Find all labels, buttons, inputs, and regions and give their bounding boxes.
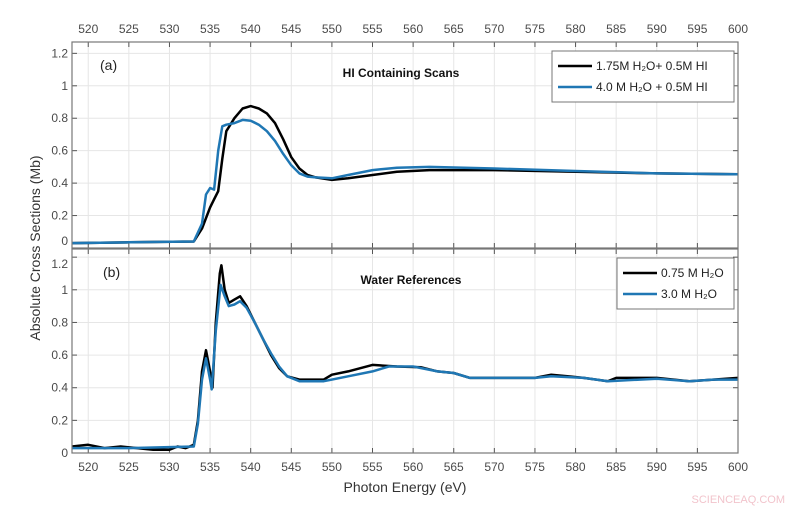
x-tick-label: 600 xyxy=(728,460,748,474)
axes-frame xyxy=(71,248,739,454)
y-axis-label: Absolute Cross Sections (Mb) xyxy=(27,155,43,340)
x-tick-label: 580 xyxy=(566,460,586,474)
panel-label: (a) xyxy=(100,57,117,73)
y-tick-label: 1 xyxy=(61,79,68,93)
top-x-tick-label: 550 xyxy=(322,22,342,36)
top-x-tick-label: 585 xyxy=(606,22,626,36)
panel-a: 0 0.2 0.4 0.6 0.8 1 1.2 (a) HI Containing Scans 1… xyxy=(51,41,739,249)
top-x-tick-label: 565 xyxy=(444,22,464,36)
top-x-tick-label: 590 xyxy=(647,22,667,36)
top-x-tick-label: 540 xyxy=(241,22,261,36)
y-tick-label: 0.8 xyxy=(51,315,68,329)
x-tick-label: 555 xyxy=(362,460,382,474)
y-tick-label: 0.4 xyxy=(51,176,68,190)
y-tick-label: 0.2 xyxy=(51,209,68,223)
legend-label: 1.75M H₂O+ 0.5M HI xyxy=(596,59,708,73)
x-tick-label: 540 xyxy=(241,460,261,474)
x-tick-label: 565 xyxy=(444,460,464,474)
top-x-tick-label: 560 xyxy=(403,22,423,36)
x-tick-label: 525 xyxy=(119,460,139,474)
series-line-0 xyxy=(71,104,739,245)
panel-title: Water References xyxy=(361,273,462,287)
panel-label: (b) xyxy=(103,264,120,280)
legend-box xyxy=(616,257,735,310)
y-tick-label: 1.2 xyxy=(51,257,68,271)
x-axis-label: Photon Energy (eV) xyxy=(344,479,467,495)
axes-frame xyxy=(71,41,739,249)
x-tick-label: 560 xyxy=(403,460,423,474)
top-x-tick-label: 580 xyxy=(566,22,586,36)
top-x-tick-label: 525 xyxy=(119,22,139,36)
y-tick-label: 0.6 xyxy=(51,144,68,158)
top-x-tick-label: 520 xyxy=(78,22,98,36)
legend-label: 3.0 M H₂O xyxy=(661,287,717,301)
y-tick-label: 0.2 xyxy=(51,413,68,427)
x-tick-label: 585 xyxy=(606,460,626,474)
top-x-tick-label: 595 xyxy=(687,22,707,36)
legend: 1.75M H₂O+ 0.5M HI 4.0 M H₂O + 0.5M HI xyxy=(551,50,735,103)
watermark: SCIENCEAQ.COM xyxy=(691,494,785,506)
panel-title: HI Containing Scans xyxy=(343,66,460,80)
panel-b: 0 0.2 0.4 0.6 0.8 1 1.2 (b) Water References 0.75… xyxy=(51,248,739,460)
y-tick-label: 1.2 xyxy=(51,46,68,60)
top-x-tick-label: 575 xyxy=(525,22,545,36)
x-tick-label: 570 xyxy=(484,460,504,474)
y-tick-label: 0 xyxy=(61,446,68,460)
legend-label: 4.0 M H₂O + 0.5M HI xyxy=(596,80,708,94)
y-tick-label: 1 xyxy=(61,283,68,297)
x-tick-label: 545 xyxy=(281,460,301,474)
legend: 0.75 M H₂O 3.0 M H₂O xyxy=(616,257,735,310)
legend-label: 0.75 M H₂O xyxy=(661,266,724,280)
x-tick-label: 520 xyxy=(78,460,98,474)
x-tick-label: 530 xyxy=(159,460,179,474)
y-tick-label: 0 xyxy=(61,234,68,248)
top-x-tick-label: 530 xyxy=(159,22,179,36)
legend-box xyxy=(551,50,735,103)
x-tick-label: 535 xyxy=(200,460,220,474)
y-tick-label: 0.6 xyxy=(51,348,68,362)
top-x-tick-label: 535 xyxy=(200,22,220,36)
series-line-1 xyxy=(72,283,738,450)
x-tick-label: 550 xyxy=(322,460,342,474)
x-tick-label: 575 xyxy=(525,460,545,474)
top-x-tick-label: 570 xyxy=(484,22,504,36)
series-line-1 xyxy=(71,118,739,245)
y-tick-label: 0.4 xyxy=(51,381,68,395)
top-x-tick-label: 555 xyxy=(362,22,382,36)
y-tick-label: 0.8 xyxy=(51,111,68,125)
top-x-tick-label: 600 xyxy=(728,22,748,36)
top-x-tick-label: 545 xyxy=(281,22,301,36)
x-tick-label: 590 xyxy=(647,460,667,474)
x-tick-label: 595 xyxy=(687,460,707,474)
